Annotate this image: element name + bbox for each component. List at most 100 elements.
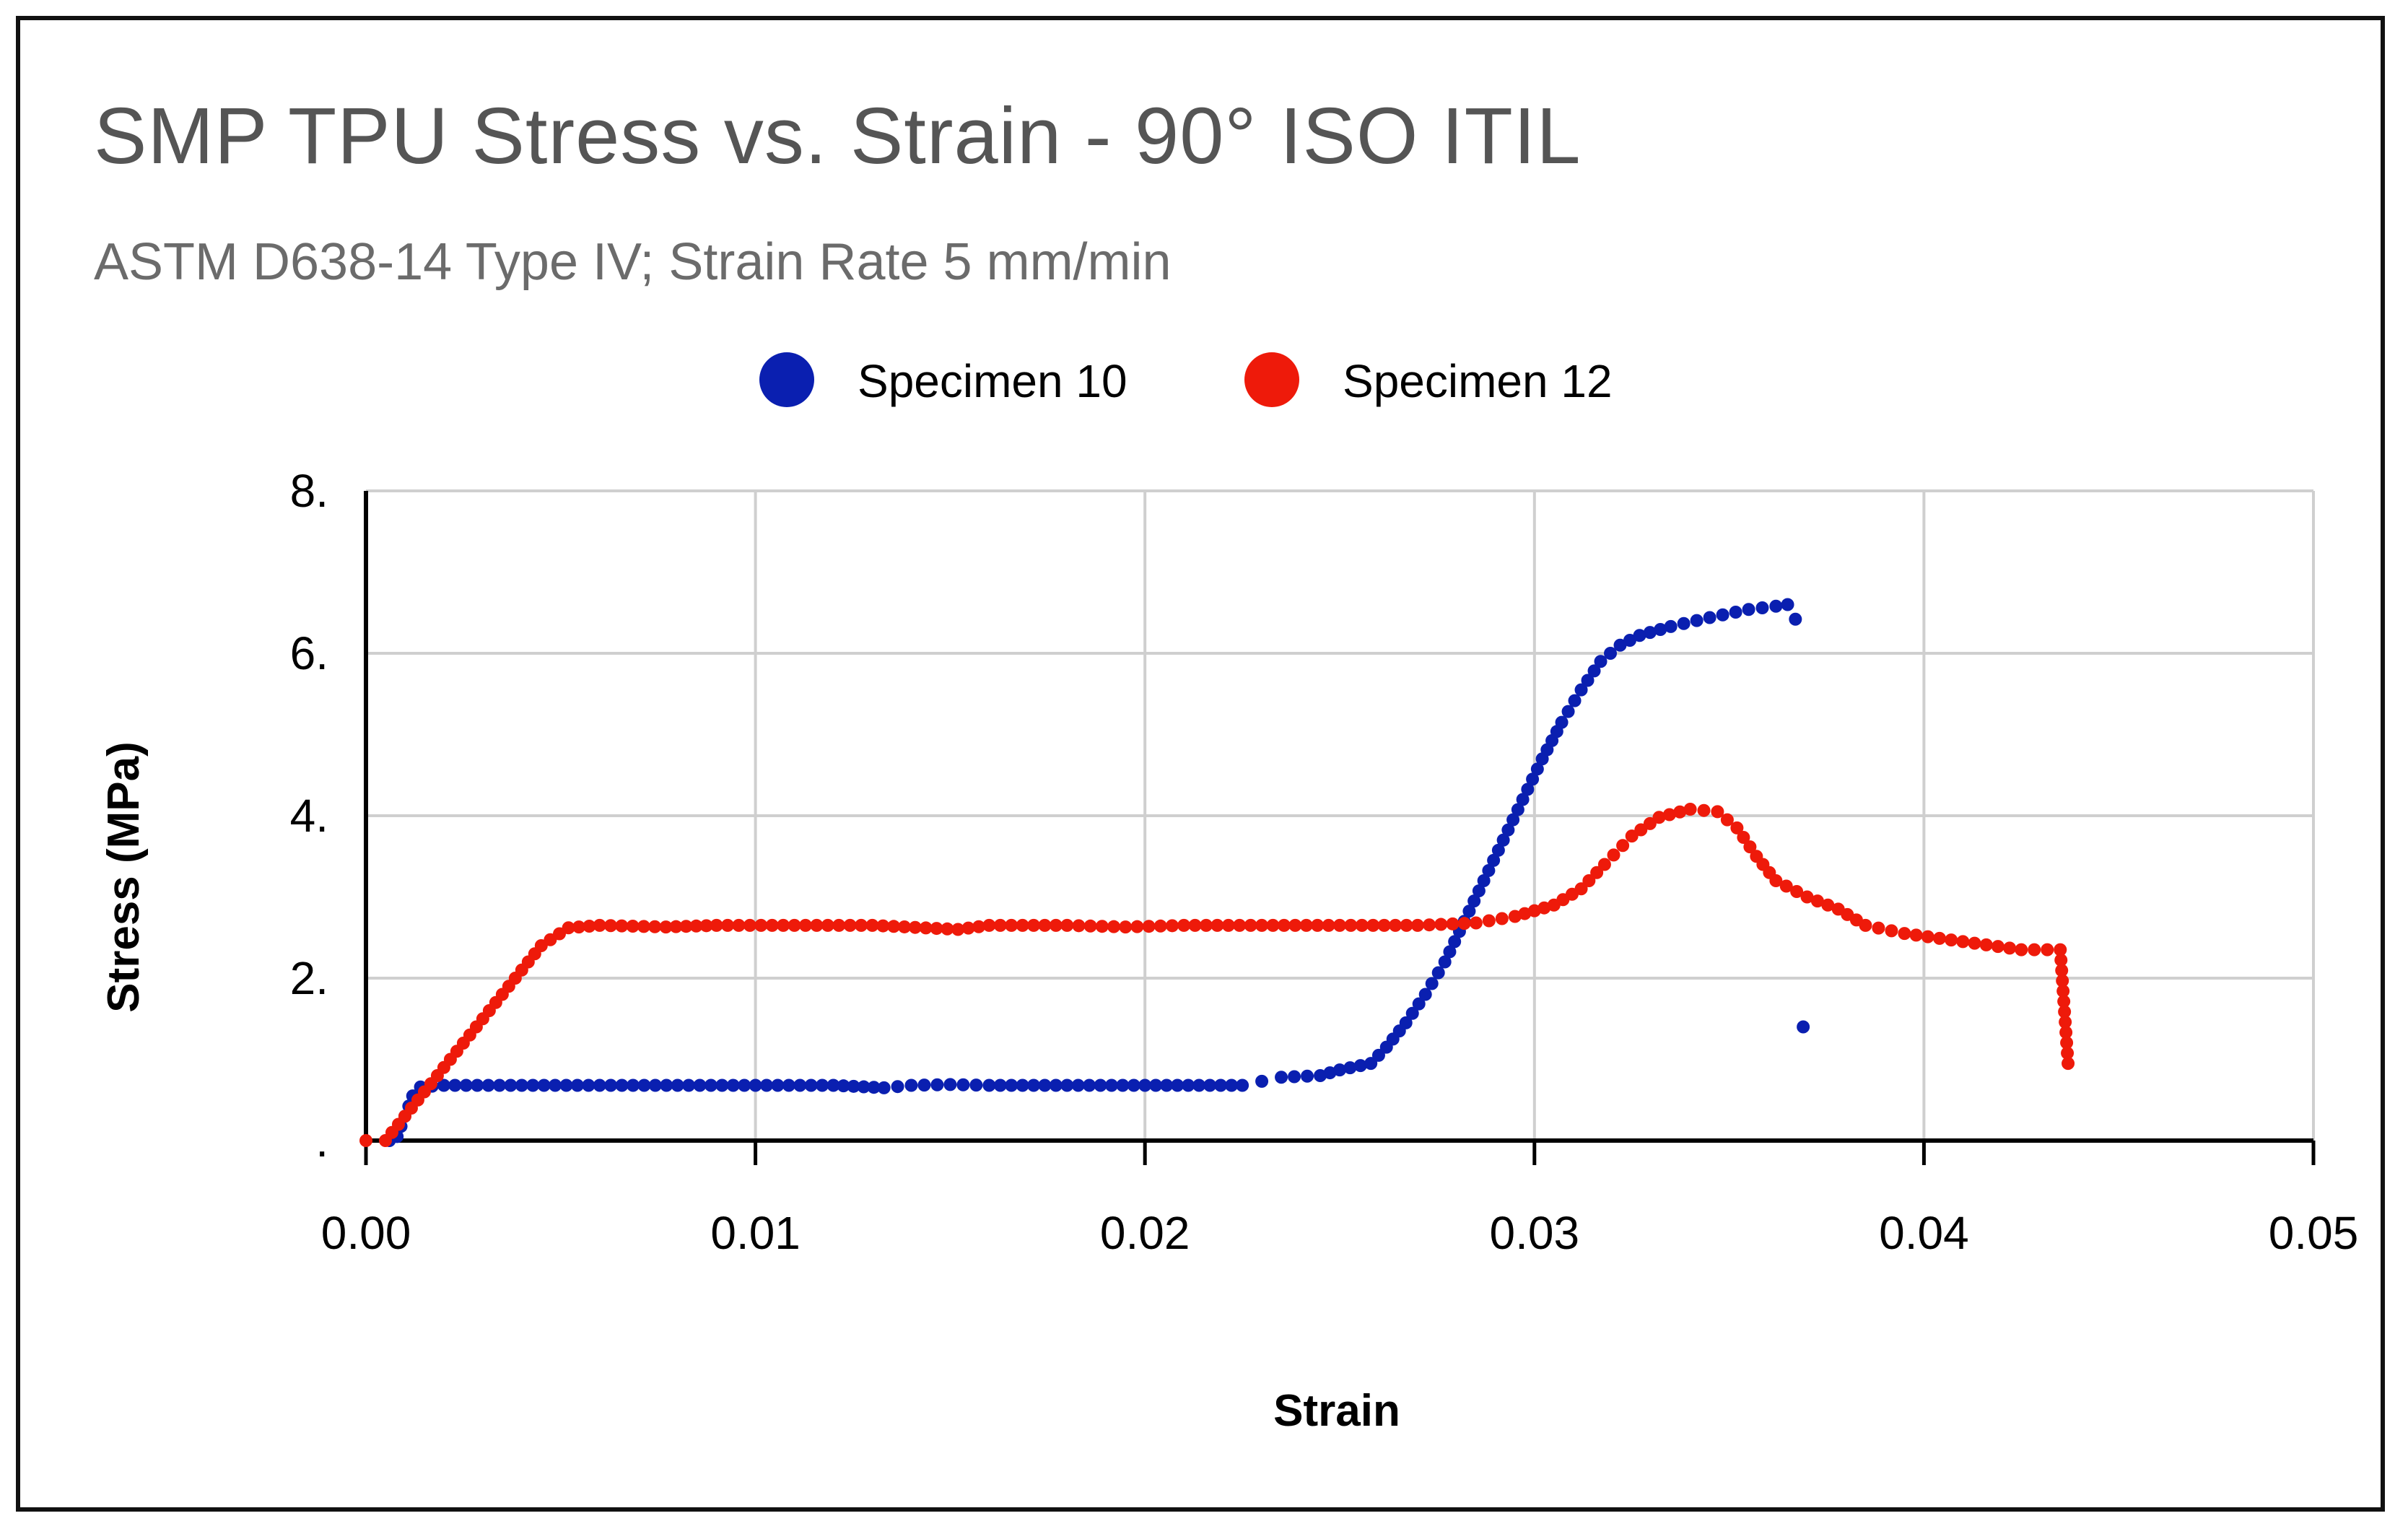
- data-point: [1789, 612, 1802, 626]
- data-point: [448, 1078, 462, 1092]
- data-point: [1094, 1078, 1107, 1092]
- data-point: [1530, 762, 1544, 776]
- chart-title: SMP TPU Stress vs. Strain - 90° ISO ITIL: [94, 92, 1582, 180]
- chart-frame: [16, 16, 2385, 1512]
- y-tick-label: 4.: [290, 790, 328, 842]
- data-point: [1730, 821, 1744, 834]
- data-point: [726, 1078, 740, 1092]
- data-point: [559, 1078, 573, 1092]
- data-point: [481, 1078, 495, 1092]
- data-point: [904, 1078, 918, 1092]
- data-point: [659, 920, 673, 934]
- data-series: [359, 598, 2075, 1147]
- data-point: [604, 1078, 618, 1092]
- data-point: [562, 921, 575, 935]
- data-point: [1781, 598, 1794, 611]
- data-point: [1643, 816, 1657, 830]
- data-point: [1561, 705, 1575, 718]
- data-point: [1597, 858, 1611, 871]
- data-point: [1491, 843, 1505, 857]
- data-point: [1683, 803, 1697, 816]
- data-point: [1288, 1070, 1301, 1084]
- data-point: [1071, 1078, 1085, 1092]
- data-point: [493, 1078, 507, 1092]
- data-point: [710, 918, 723, 932]
- data-point: [1574, 683, 1588, 697]
- data-point: [1116, 1078, 1130, 1092]
- data-point: [1005, 918, 1018, 932]
- data-point: [1364, 1057, 1378, 1071]
- data-point: [1177, 918, 1191, 932]
- data-point: [1623, 634, 1637, 647]
- data-point: [1130, 920, 1144, 933]
- y-tick-label: 2.: [290, 952, 328, 1004]
- data-point: [1266, 918, 1280, 932]
- data-point: [1482, 914, 1496, 928]
- data-point: [1885, 924, 1898, 938]
- data-point: [626, 920, 640, 933]
- data-point: [1516, 793, 1530, 806]
- data-point: [1979, 938, 1993, 951]
- data-point: [637, 1078, 651, 1092]
- data-point: [549, 1078, 562, 1092]
- data-point: [1244, 918, 1257, 932]
- y-axis-title: Stress (MPa): [99, 741, 149, 1013]
- data-point: [1165, 919, 1179, 933]
- data-point: [1555, 715, 1569, 729]
- data-point: [2055, 964, 2069, 977]
- data-point: [1472, 884, 1486, 898]
- data-point: [1968, 936, 1981, 950]
- y-tick-label: .: [315, 1115, 328, 1167]
- data-point: [1214, 1078, 1228, 1092]
- data-point: [1333, 1063, 1346, 1077]
- data-point: [721, 918, 735, 932]
- data-point: [1755, 601, 1769, 614]
- data-point: [1769, 599, 1783, 613]
- data-point: [1664, 619, 1678, 633]
- data-point: [1060, 918, 1074, 932]
- data-point: [515, 1078, 528, 1092]
- data-point: [1690, 614, 1704, 627]
- data-point: [843, 918, 857, 932]
- data-point: [917, 1078, 931, 1092]
- x-tick-label: 0.02: [1100, 1207, 1190, 1259]
- data-point: [1322, 918, 1335, 932]
- data-point: [1716, 608, 1729, 622]
- data-point: [743, 918, 756, 932]
- data-point: [1590, 866, 1604, 879]
- data-point: [865, 918, 879, 932]
- data-point: [1581, 674, 1595, 687]
- data-point: [1448, 935, 1462, 949]
- data-point: [876, 919, 890, 933]
- data-point: [1537, 901, 1551, 915]
- data-point: [1677, 616, 1691, 630]
- data-point: [1182, 1078, 1195, 1092]
- data-point: [1333, 918, 1346, 932]
- data-point: [2056, 984, 2070, 998]
- data-point: [2059, 1015, 2072, 1029]
- data-point: [2003, 941, 2017, 955]
- data-point: [1443, 945, 1457, 959]
- data-point: [1956, 935, 1970, 949]
- x-axis-title: Strain: [1273, 1386, 1400, 1436]
- x-tick-label: 0.05: [2269, 1207, 2359, 1259]
- data-point: [1607, 848, 1620, 862]
- data-point: [1389, 918, 1403, 932]
- data-point: [2041, 943, 2054, 956]
- data-point: [1255, 1074, 1269, 1088]
- data-point: [1299, 918, 1313, 932]
- data-point: [2058, 1005, 2072, 1019]
- data-point: [771, 1078, 785, 1092]
- data-point: [1769, 874, 1783, 887]
- data-point: [982, 1078, 996, 1092]
- data-point: [930, 1078, 944, 1091]
- data-point: [1742, 603, 1755, 616]
- data-point: [1945, 933, 1958, 947]
- data-point: [1027, 1078, 1041, 1092]
- data-point: [1060, 1078, 1074, 1092]
- data-point: [1634, 823, 1648, 837]
- data-point: [2062, 1057, 2075, 1071]
- data-point: [1210, 918, 1224, 932]
- data-point: [1720, 813, 1734, 827]
